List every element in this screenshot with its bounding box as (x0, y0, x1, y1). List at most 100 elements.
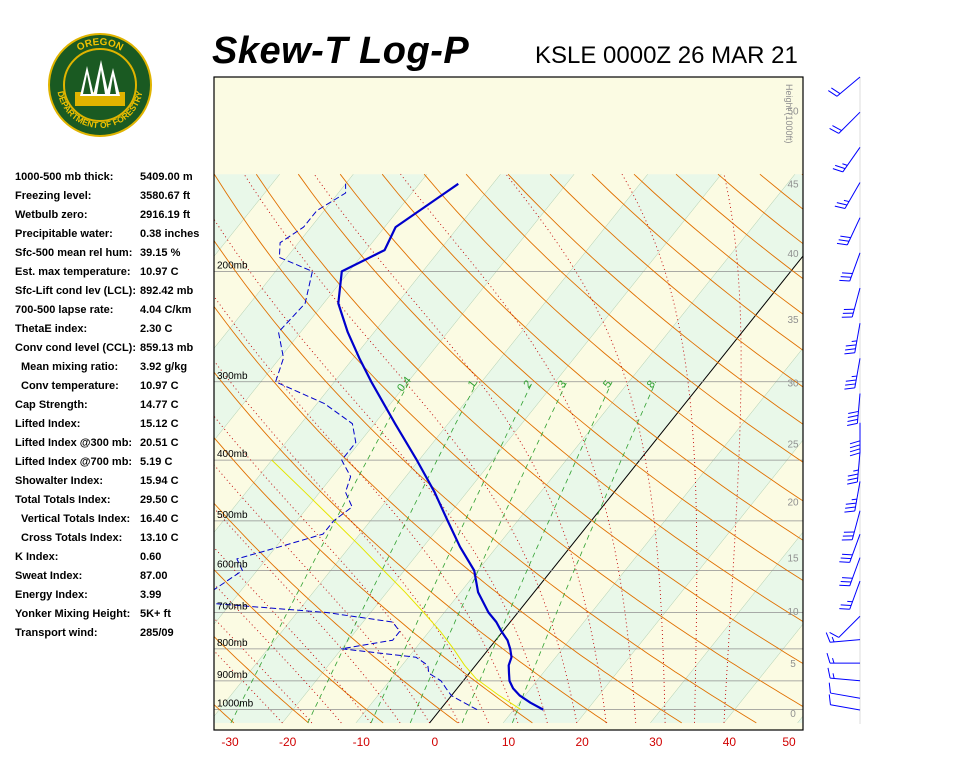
wind-barb (828, 694, 861, 711)
index-label: ThetaE index: (15, 323, 88, 335)
index-label: Lifted Index: (15, 418, 81, 430)
dry-adiabat (339, 173, 803, 582)
index-value: 16.40 C (140, 513, 179, 525)
index-label: Showalter Index: (15, 475, 104, 487)
height-tick-label: 5 (790, 659, 796, 670)
index-value: 14.77 C (140, 399, 179, 411)
index-row: Est. max temperature: 10.97 C (15, 263, 220, 282)
mixing-ratio-line (230, 381, 410, 724)
wind-barb (827, 667, 861, 682)
index-row: Yonker Mixing Height: 5K+ ft (15, 605, 220, 624)
dry-adiabat (214, 436, 533, 724)
index-row: Sfc-500 mean rel hum: 39.15 % (15, 244, 220, 263)
index-row: ThetaE index: 2.30 C (15, 320, 220, 339)
index-row: Cross Totals Index: 13.10 C (15, 529, 220, 548)
index-value: 5K+ ft (140, 608, 171, 620)
wind-barb (834, 182, 861, 209)
temperature-tick-label: 0 (432, 735, 439, 749)
index-row: Freezing level: 3580.67 ft (15, 187, 220, 206)
index-value: 15.94 C (140, 475, 179, 487)
index-label: Conv temperature: (21, 380, 119, 392)
index-value: 10.97 C (140, 266, 179, 278)
moist-adiabat (214, 507, 401, 724)
isotherm-line (355, 174, 796, 724)
dry-adiabat (214, 502, 459, 724)
index-label: Total Totals Index: (15, 494, 111, 506)
wind-barb (849, 422, 861, 457)
mixing-ratio-line (511, 381, 657, 724)
wind-barb (841, 287, 861, 318)
isotherm-line (0, 174, 132, 723)
dry-adiabat (465, 173, 803, 463)
height-tick-label: 40 (787, 249, 799, 260)
wind-barb (829, 615, 861, 638)
dry-adiabat (214, 703, 235, 724)
temperature-tick-label: -10 (353, 735, 371, 749)
index-row: K Index: 0.60 (15, 548, 220, 567)
height-tick-label: 0 (790, 709, 796, 720)
index-label: Freezing level: (15, 190, 92, 202)
index-label: Cap Strength: (15, 399, 88, 411)
index-value: 29.50 C (140, 494, 179, 506)
index-value: 0.60 (140, 551, 162, 563)
index-label: Lifted Index @700 mb: (15, 456, 133, 468)
index-row: 1000-500 mb thick: 5409.00 m (15, 168, 220, 187)
dry-adiabat (214, 239, 757, 724)
isotherm-band (356, 174, 803, 723)
temperature-tick-label: -20 (279, 735, 297, 749)
plot-area: 0.4 1 2 3 5 8 (0, 173, 803, 724)
wind-barb (844, 481, 861, 513)
dry-adiabat (507, 173, 803, 425)
mixing-ratio-line (307, 381, 478, 724)
temperature-tick-label: 20 (575, 735, 589, 749)
wind-barb (839, 557, 861, 587)
index-row: 700-500 lapse rate: 4.04 C/km (15, 301, 220, 320)
index-label: K Index: (15, 551, 59, 563)
dry-adiabat (381, 173, 803, 541)
wind-barb (847, 452, 861, 485)
dry-adiabat (214, 635, 309, 724)
pressure-label: 1000mb (217, 699, 254, 710)
isotherm-line (0, 174, 59, 723)
wind-barb (847, 393, 861, 426)
isotherm-band (0, 174, 133, 723)
index-row: Mean mixing ratio: 3.92 g/kg (15, 358, 220, 377)
logo-top-text: OREGON (75, 37, 125, 54)
isotherm-line (723, 623, 803, 724)
height-tick-label: 30 (787, 379, 799, 390)
index-row: Lifted Index: 15.12 C (15, 415, 220, 434)
dry-adiabat (214, 173, 803, 708)
height-tick-label: 25 (787, 439, 799, 450)
wind-barb (844, 358, 861, 390)
temperature-tick-label: 50 (782, 735, 796, 749)
dewpoint-profile (214, 183, 478, 711)
moist-adiabat (214, 218, 548, 724)
dry-adiabat (214, 305, 682, 724)
index-value: 39.15 % (140, 247, 181, 259)
index-row: Conv temperature: 10.97 C (15, 377, 220, 396)
mixing-ratio-line (461, 381, 613, 724)
wind-barb (826, 652, 860, 664)
index-value: 15.12 C (140, 418, 179, 430)
mixing-ratio-line (409, 381, 568, 724)
temperature-tick-label: 10 (502, 735, 516, 749)
moist-adiabat (214, 464, 430, 724)
pressure-label: 600mb (217, 560, 248, 571)
moist-adiabat (505, 173, 666, 723)
index-value: 13.10 C (140, 532, 179, 544)
height-tick-label: 35 (787, 315, 799, 326)
pressure-label: 500mb (217, 510, 248, 521)
index-label: Sfc-Lift cond lev (LCL): (15, 285, 136, 297)
dry-adiabat (255, 173, 803, 665)
index-row: Wetbulb zero: 2916.19 ft (15, 206, 220, 225)
index-row: Lifted Index @300 mb: 20.51 C (15, 434, 220, 453)
svg-text:OREGON: OREGON (75, 37, 125, 54)
index-row: Vertical Totals Index: 16.40 C (15, 510, 220, 529)
isotherm-band (214, 174, 722, 723)
index-label: Energy Index: (15, 589, 88, 601)
index-label: Precipitable water: (15, 228, 113, 240)
wind-barb (839, 252, 861, 282)
index-value: 285/09 (140, 627, 174, 639)
moist-adiabat (214, 295, 519, 724)
temperature-tick-label: 40 (723, 735, 737, 749)
